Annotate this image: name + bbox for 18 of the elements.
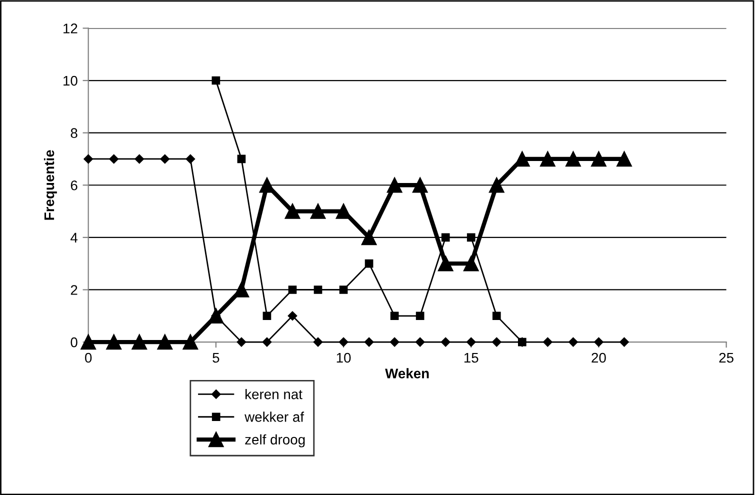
y-tick-label: 0: [70, 337, 78, 348]
y-tick-label: 4: [70, 232, 78, 242]
legend-label: keren nat: [246, 389, 302, 400]
y-axis-title: Frequentie: [44, 150, 57, 220]
x-axis-title: Weken: [385, 368, 429, 378]
x-tick-label: 25: [719, 352, 734, 363]
y-tick-label: 10: [64, 76, 78, 86]
x-tick-label: 15: [464, 352, 478, 363]
x-tick-label: 0: [85, 352, 92, 363]
y-tick-label: 2: [70, 285, 78, 295]
y-tick-label: 12: [64, 24, 78, 34]
legend-label: zelf droog: [245, 434, 305, 448]
x-tick-label: 5: [212, 352, 220, 363]
y-tick-label: 6: [70, 180, 78, 190]
y-tick-label: 8: [70, 128, 78, 138]
x-tick-label: 20: [592, 352, 606, 363]
x-tick-label: 10: [336, 352, 351, 363]
legend-label: wekker af: [244, 412, 304, 422]
